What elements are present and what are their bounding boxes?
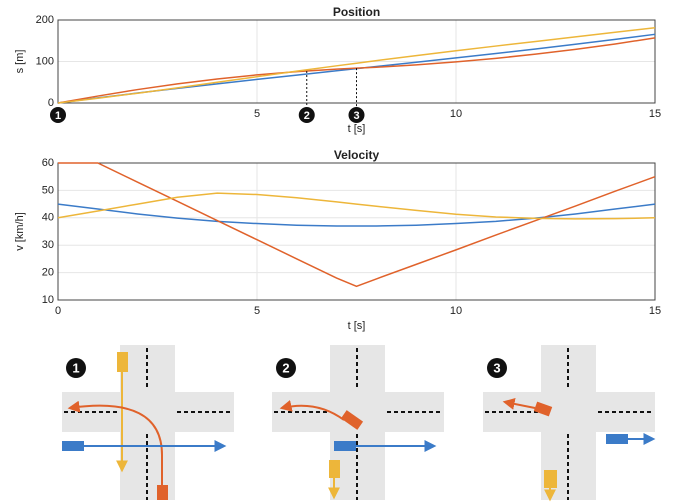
marker-label: 3 [353, 110, 359, 122]
vehicle [334, 441, 356, 451]
plot-area [58, 163, 655, 300]
x-tick-label: 5 [254, 108, 260, 120]
vehicle [340, 410, 364, 430]
x-tick-label: 15 [649, 108, 661, 120]
x-axis-label: t [s] [348, 123, 366, 135]
vehicle [117, 352, 128, 372]
scene-label: 1 [72, 360, 79, 375]
chart-title: Position [333, 5, 380, 19]
series-line [57, 203, 656, 227]
y-tick-label: 100 [36, 55, 54, 67]
chart-title: Velocity [334, 148, 380, 162]
y-tick-label: 10 [42, 294, 54, 306]
scene-label: 2 [282, 360, 289, 375]
series-line [58, 162, 656, 288]
vehicle-path [502, 397, 536, 410]
marker-badge [50, 107, 66, 123]
series-line [57, 192, 656, 220]
y-axis-label: s [m] [14, 50, 26, 74]
marker-badge [298, 107, 315, 123]
marker-badge [348, 107, 365, 123]
series-line [57, 26, 656, 104]
x-tick-label: 10 [450, 305, 462, 317]
scene-badge [276, 358, 296, 378]
y-tick-label: 200 [36, 14, 54, 26]
x-axis-label: t [s] [348, 320, 366, 332]
vehicle [329, 460, 340, 478]
marker-label: 2 [304, 110, 310, 122]
y-tick-label: 50 [42, 184, 54, 196]
vehicle [533, 401, 553, 417]
scene-badge [66, 358, 86, 378]
x-tick-label: 15 [649, 305, 661, 317]
vehicle [157, 485, 168, 500]
scene-badge [487, 358, 507, 378]
x-tick-label: 5 [254, 305, 260, 317]
y-tick-label: 40 [42, 212, 54, 224]
vehicle [62, 441, 84, 451]
vehicle-path [279, 400, 345, 421]
scene-label: 3 [493, 360, 500, 375]
y-tick-label: 30 [42, 239, 54, 251]
x-tick-label: 10 [450, 108, 462, 120]
y-tick-label: 20 [42, 267, 54, 279]
axes-box [57, 19, 656, 104]
vehicle-path [67, 400, 163, 485]
vehicle [544, 470, 557, 488]
marker-label: 1 [55, 110, 61, 122]
y-tick-label: 60 [42, 157, 54, 169]
y-tick-label: 0 [48, 97, 54, 109]
axes-box [57, 162, 656, 301]
vehicle [606, 434, 628, 444]
x-tick-label: 0 [55, 305, 61, 317]
y-axis-label: v [km/h] [14, 212, 26, 251]
